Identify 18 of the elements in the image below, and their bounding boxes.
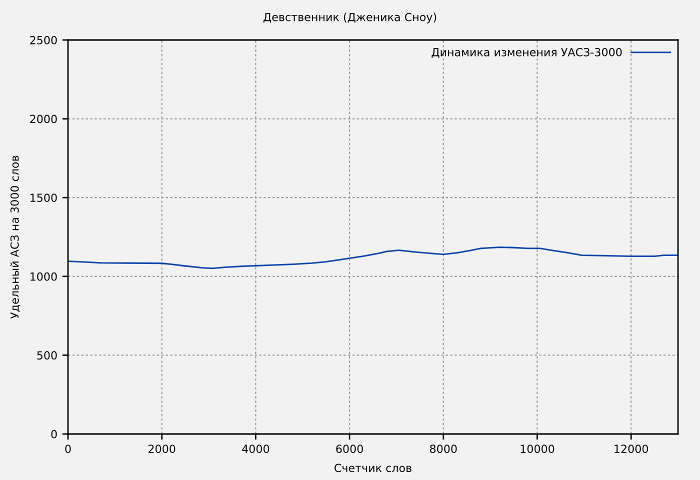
y-tick-label: 2500: [30, 36, 57, 44]
y-tick-label: 1000: [30, 272, 57, 281]
x-tick-label: 12000: [614, 444, 648, 454]
y-tick-label: 2000: [30, 114, 57, 124]
x-tick-label: 8000: [430, 444, 457, 454]
y-tick-label: 1500: [30, 194, 57, 202]
chart-title: Девственник (Дженика Сноу): [263, 12, 436, 24]
y-axis-title: Удельный АСЗ на 3000 слов: [10, 156, 20, 319]
x-tick-label: 4000: [242, 444, 270, 454]
x-tick-label: 0: [65, 444, 71, 454]
y-tick-label: 0: [51, 430, 57, 438]
x-tick-label: 10000: [520, 444, 554, 454]
x-axis-title: Счетчик слов: [334, 464, 412, 472]
legend-label: Динамика изменения УАСЗ-3000: [432, 48, 622, 58]
line-series: [68, 246, 678, 270]
x-tick-label: 6000: [336, 444, 363, 454]
y-tick-label: 500: [37, 351, 57, 360]
x-tick-label: 2000: [148, 444, 176, 454]
